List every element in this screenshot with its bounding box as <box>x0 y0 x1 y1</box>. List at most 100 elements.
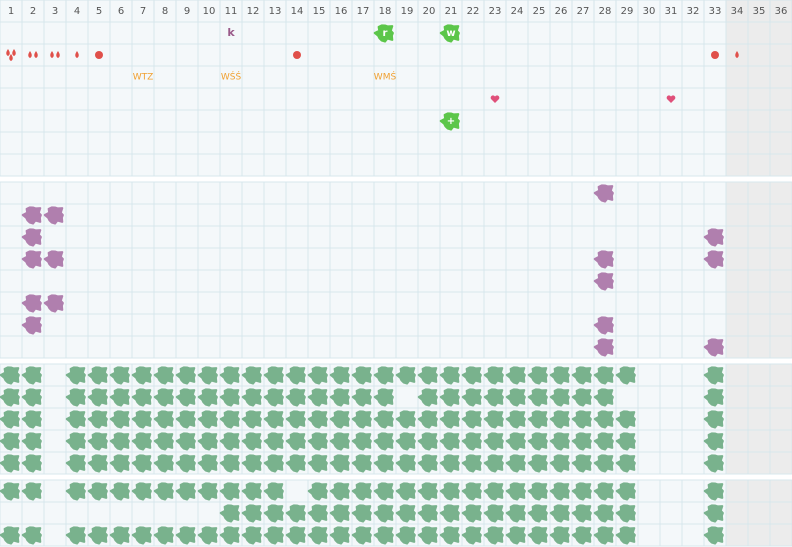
booking-block <box>65 454 86 473</box>
booking-block <box>351 432 372 451</box>
booking-block <box>483 366 504 385</box>
booking-block <box>351 410 372 429</box>
booking-block <box>109 410 130 429</box>
booking-block <box>153 526 174 545</box>
booking-block <box>571 504 592 523</box>
booking-block <box>307 526 328 545</box>
booking-block <box>439 410 460 429</box>
booking-block <box>219 482 240 501</box>
booking-block <box>241 482 262 501</box>
booking-block <box>307 432 328 451</box>
column-number: 12 <box>247 6 260 17</box>
booking-block <box>0 388 20 407</box>
booking-block <box>439 504 460 523</box>
booking-block <box>329 388 350 407</box>
booking-block <box>329 454 350 473</box>
booking-block <box>571 432 592 451</box>
column-number: 6 <box>118 6 124 17</box>
section-shade <box>726 480 792 546</box>
booking-block <box>0 454 20 473</box>
booking-block <box>527 388 548 407</box>
booking-block <box>307 504 328 523</box>
heart <box>490 95 500 103</box>
booking-block <box>131 410 152 429</box>
column-number: 32 <box>687 6 700 17</box>
booking-block <box>395 482 416 501</box>
booking-block <box>351 482 372 501</box>
booking-block <box>175 482 196 501</box>
booking-block <box>21 432 42 451</box>
booking-block <box>703 388 724 407</box>
booking-block <box>703 228 724 247</box>
booking-block <box>21 250 42 269</box>
booking-block <box>505 454 526 473</box>
booking-block <box>241 526 262 545</box>
booking-block <box>131 454 152 473</box>
booking-block <box>109 526 130 545</box>
booking-block <box>483 432 504 451</box>
column-number: 9 <box>184 6 190 17</box>
booking-block <box>395 504 416 523</box>
column-number: 18 <box>379 6 392 17</box>
booking-block <box>703 250 724 269</box>
booking-block <box>439 432 460 451</box>
booking-block <box>241 504 262 523</box>
column-number: 20 <box>423 6 436 17</box>
booking-block <box>505 432 526 451</box>
booking-block <box>417 454 438 473</box>
booking-block <box>505 526 526 545</box>
booking-block <box>109 482 130 501</box>
column-number: 36 <box>775 6 788 17</box>
booking-block <box>417 388 438 407</box>
column-number: 24 <box>511 6 524 17</box>
column-number: 11 <box>225 6 238 17</box>
booking-block <box>153 366 174 385</box>
booking-block <box>285 432 306 451</box>
booking-block <box>351 454 372 473</box>
booking-block <box>439 526 460 545</box>
column-number: 22 <box>467 6 480 17</box>
booking-block <box>241 366 262 385</box>
column-number: 31 <box>665 6 678 17</box>
column-number: 26 <box>555 6 568 17</box>
booking-block <box>439 454 460 473</box>
booking-block <box>175 526 196 545</box>
column-number: 25 <box>533 6 546 17</box>
column-number: 19 <box>401 6 414 17</box>
booking-block <box>395 432 416 451</box>
booking-block <box>461 388 482 407</box>
booking-block <box>109 432 130 451</box>
column-number: 5 <box>96 6 102 17</box>
booking-block <box>373 432 394 451</box>
booking-block <box>461 432 482 451</box>
booking-block <box>549 454 570 473</box>
booking-block <box>329 504 350 523</box>
booking-block <box>197 432 218 451</box>
booking-block <box>21 366 42 385</box>
booking-block <box>43 250 64 269</box>
booking-block <box>593 366 614 385</box>
booking-block <box>373 526 394 545</box>
column-number: 34 <box>731 6 744 17</box>
booking-block <box>263 388 284 407</box>
booking-block <box>373 504 394 523</box>
booking-block <box>571 366 592 385</box>
booking-block <box>241 388 262 407</box>
booking-block <box>373 388 394 407</box>
booking-block <box>483 454 504 473</box>
drop <box>56 51 60 58</box>
booking-block <box>131 526 152 545</box>
booking-block <box>571 410 592 429</box>
booking-block <box>263 482 284 501</box>
booking-block <box>219 366 240 385</box>
booking-block <box>285 454 306 473</box>
booking-block <box>43 206 64 225</box>
booking-block <box>527 454 548 473</box>
column-number: 4 <box>74 6 80 17</box>
booking-block <box>263 526 284 545</box>
booking-block <box>197 366 218 385</box>
booking-block <box>219 388 240 407</box>
booking-block <box>87 454 108 473</box>
booking-block <box>483 410 504 429</box>
booking-block <box>483 482 504 501</box>
